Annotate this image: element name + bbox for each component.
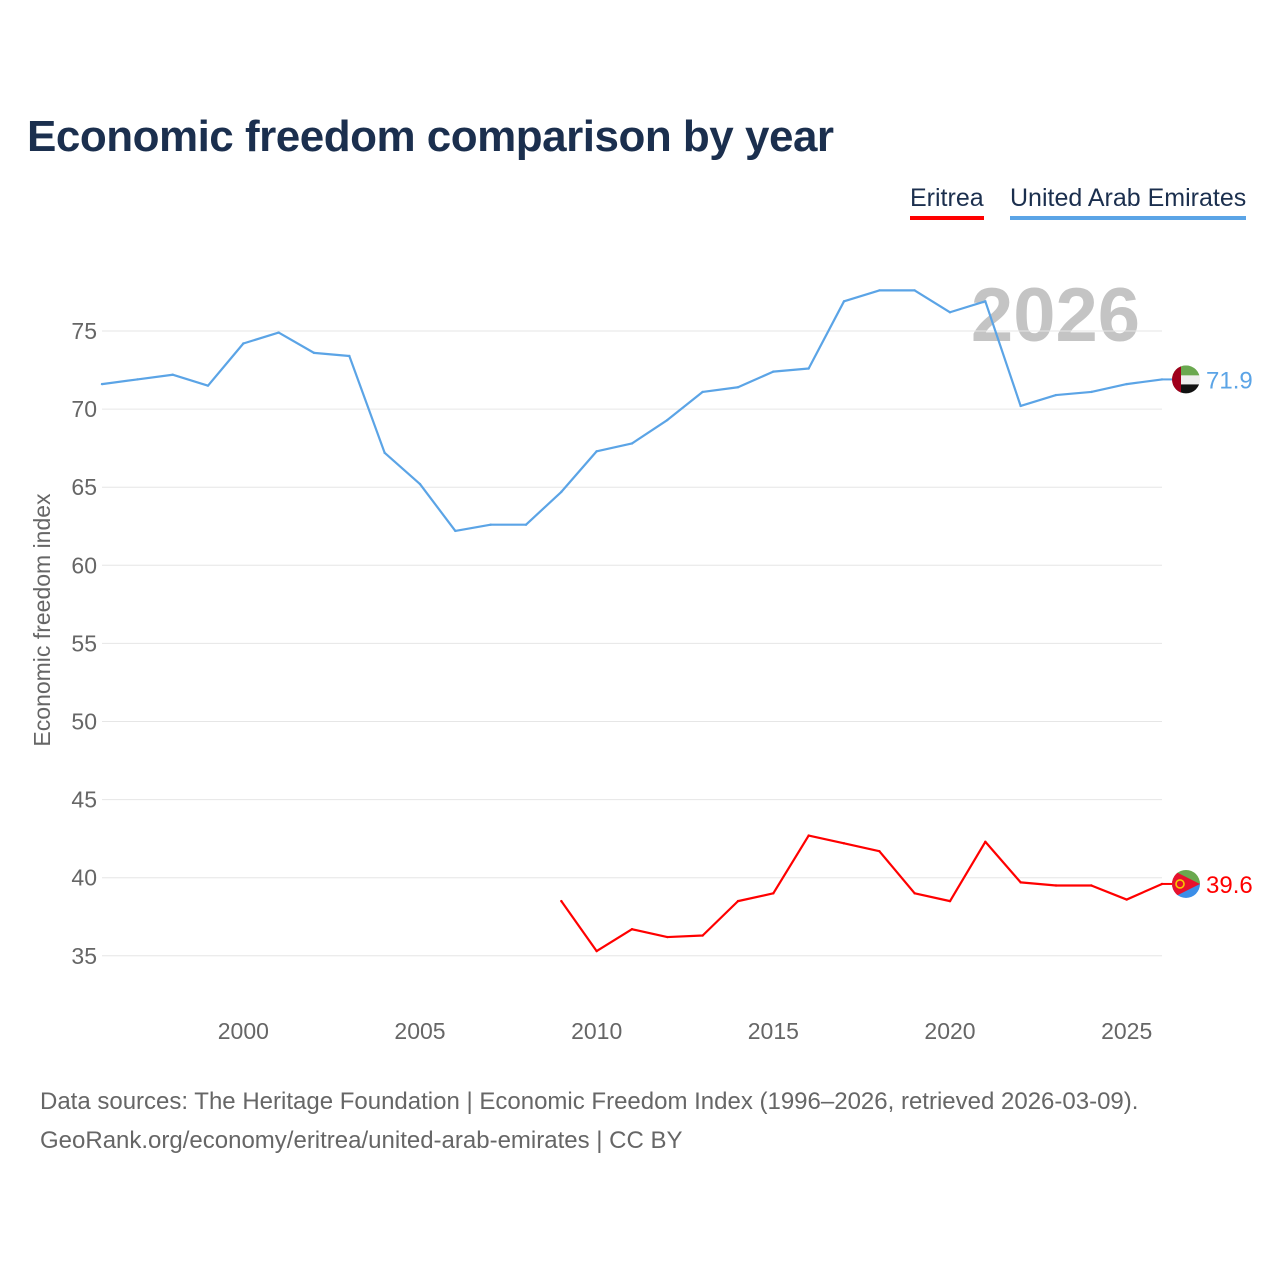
y-tick-label: 60 [71,552,97,578]
y-tick-label: 75 [71,318,97,344]
data-point [312,351,316,355]
data-point [701,934,704,937]
data-point [136,378,139,381]
x-tick-label: 2020 [924,1018,975,1044]
y-tick-label: 45 [71,787,97,813]
data-point [878,849,881,853]
data-point [560,490,563,494]
legend-item-uae[interactable]: United Arab Emirates [1010,184,1247,220]
data-point [772,892,775,895]
data-point [772,370,775,373]
data-point [630,928,634,931]
x-tick-label: 2025 [1101,1018,1152,1044]
data-point [736,899,740,903]
data-point [1125,898,1128,901]
y-tick-label: 70 [71,396,97,422]
data-point [948,311,952,314]
data-point [666,935,669,939]
data-point [1019,881,1022,884]
x-tick-label: 2000 [218,1018,269,1044]
series-line-eritrea [560,834,1163,953]
data-point [1090,884,1093,887]
data-point [736,386,740,389]
data-point [1125,382,1128,386]
chart-title: Economic freedom comparison by year [27,112,834,161]
data-point [878,289,881,292]
data-point [1090,390,1093,394]
data-point [277,331,280,334]
end-value-label: 39.6 [1206,872,1253,899]
data-point [489,523,492,526]
data-point [842,842,846,845]
end-value-label: 71.9 [1206,367,1253,394]
source-url: GeoRank.org/economy/eritrea/united-arab-… [40,1127,683,1154]
data-point [206,384,210,387]
data-point [948,899,952,903]
data-point [383,451,386,455]
data-point [1054,393,1058,397]
data-point [630,442,634,445]
data-point [666,418,669,422]
y-axis-label: Economic freedom index [29,493,55,747]
data-point [807,834,810,837]
eritrea-flag-icon [1172,869,1200,898]
data-point [595,450,598,453]
y-tick-label: 40 [71,865,97,891]
x-tick-label: 2010 [571,1018,622,1044]
y-tick-label: 50 [71,709,97,735]
legend-item-eritrea[interactable]: Eritrea [910,184,984,220]
data-point [913,289,916,292]
data-point [807,367,810,370]
y-tick-label: 65 [71,474,97,500]
data-point [560,899,563,903]
data-point [242,342,245,345]
uae-flag-icon [1172,365,1200,394]
year-watermark: 2026 [971,273,1140,358]
data-point [418,482,422,486]
data-point [1054,884,1058,887]
data-point [913,892,916,895]
data-point [1019,404,1022,408]
data-point [984,300,987,303]
x-tick-label: 2015 [748,1018,799,1044]
y-tick-label: 55 [71,630,97,656]
data-point [454,529,457,533]
data-point [100,382,104,386]
data-point [348,354,351,358]
data-point [842,300,846,303]
data-point [171,373,174,376]
data-point [984,840,987,843]
x-tick-label: 2005 [394,1018,445,1044]
y-tick-label: 35 [71,943,97,969]
data-point [701,390,704,394]
data-point [524,523,528,526]
data-point [595,949,598,953]
source-note: Data sources: The Heritage Foundation | … [40,1088,1139,1115]
